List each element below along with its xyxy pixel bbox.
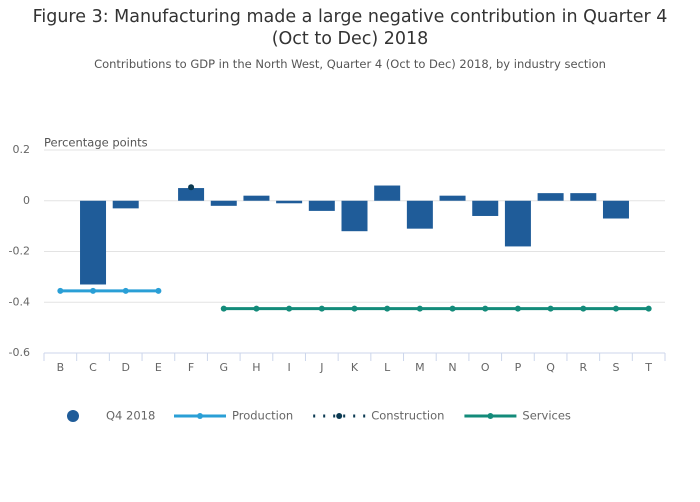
line-marker <box>57 287 64 294</box>
line-marker <box>155 287 162 294</box>
x-tick-label: N <box>448 361 456 374</box>
line-marker <box>351 305 358 312</box>
legend-label: Services <box>522 409 571 423</box>
bar <box>341 200 368 232</box>
line-marker <box>580 305 587 312</box>
bar <box>80 200 107 285</box>
x-tick-label: D <box>121 361 129 374</box>
bar <box>439 195 466 201</box>
legend-marker <box>336 413 343 419</box>
x-tick-label: J <box>319 361 323 374</box>
line-marker <box>416 305 423 312</box>
line-marker <box>612 305 619 312</box>
bar <box>406 200 433 229</box>
x-tick-label: S <box>612 361 619 374</box>
y-tick-label: -0.6 <box>9 346 30 359</box>
line-marker <box>318 305 325 312</box>
x-tick-label: K <box>351 361 359 374</box>
bar <box>243 195 270 201</box>
line-marker <box>286 305 293 312</box>
x-tick-label: T <box>644 361 652 374</box>
legend-label: Construction <box>371 409 444 423</box>
legend-marker <box>67 410 79 422</box>
x-tick-label: B <box>57 361 65 374</box>
y-axis-label: Percentage points <box>44 136 148 150</box>
bar <box>472 200 499 216</box>
y-tick-label: -0.4 <box>9 295 30 308</box>
x-tick-label: H <box>252 361 260 374</box>
legend-marker <box>487 413 494 419</box>
bar <box>112 200 139 209</box>
bar <box>210 200 237 206</box>
y-tick-label: -0.2 <box>9 245 30 258</box>
x-tick-label: E <box>155 361 162 374</box>
line-marker <box>547 305 554 312</box>
x-tick-label: G <box>219 361 228 374</box>
x-tick-label: L <box>384 361 391 374</box>
legend-label: Q4 2018 <box>106 409 155 423</box>
line-marker <box>122 287 129 294</box>
bar <box>537 193 564 201</box>
x-tick-label: Q <box>546 361 555 374</box>
y-tick-label: 0 <box>23 194 30 207</box>
bar <box>178 188 205 201</box>
line-marker <box>384 305 391 312</box>
chart-subtitle: Contributions to GDP in the North West, … <box>94 57 606 71</box>
bar <box>374 185 401 201</box>
legend-label: Production <box>232 409 293 423</box>
x-tick-label: M <box>415 361 425 374</box>
x-tick-label: C <box>89 361 97 374</box>
legend-marker <box>197 413 203 419</box>
line-marker <box>514 305 521 312</box>
line-marker <box>482 305 489 312</box>
line-marker <box>253 305 260 312</box>
line-marker <box>220 305 227 312</box>
x-tick-label: R <box>579 361 587 374</box>
line-marker <box>90 287 97 294</box>
line-marker <box>188 184 195 191</box>
x-tick-label: F <box>188 361 194 374</box>
x-tick-label: I <box>288 361 291 374</box>
chart-title: Figure 3: Manufacturing made a large neg… <box>32 7 668 49</box>
x-tick-label: O <box>481 361 490 374</box>
bar <box>570 193 597 201</box>
y-tick-label: 0.2 <box>13 143 31 156</box>
bar <box>276 200 303 204</box>
line-marker <box>645 305 652 312</box>
bar <box>308 200 335 211</box>
line-marker <box>449 305 456 312</box>
x-tick-label: P <box>515 361 522 374</box>
bar <box>602 200 629 219</box>
bar <box>504 200 531 247</box>
